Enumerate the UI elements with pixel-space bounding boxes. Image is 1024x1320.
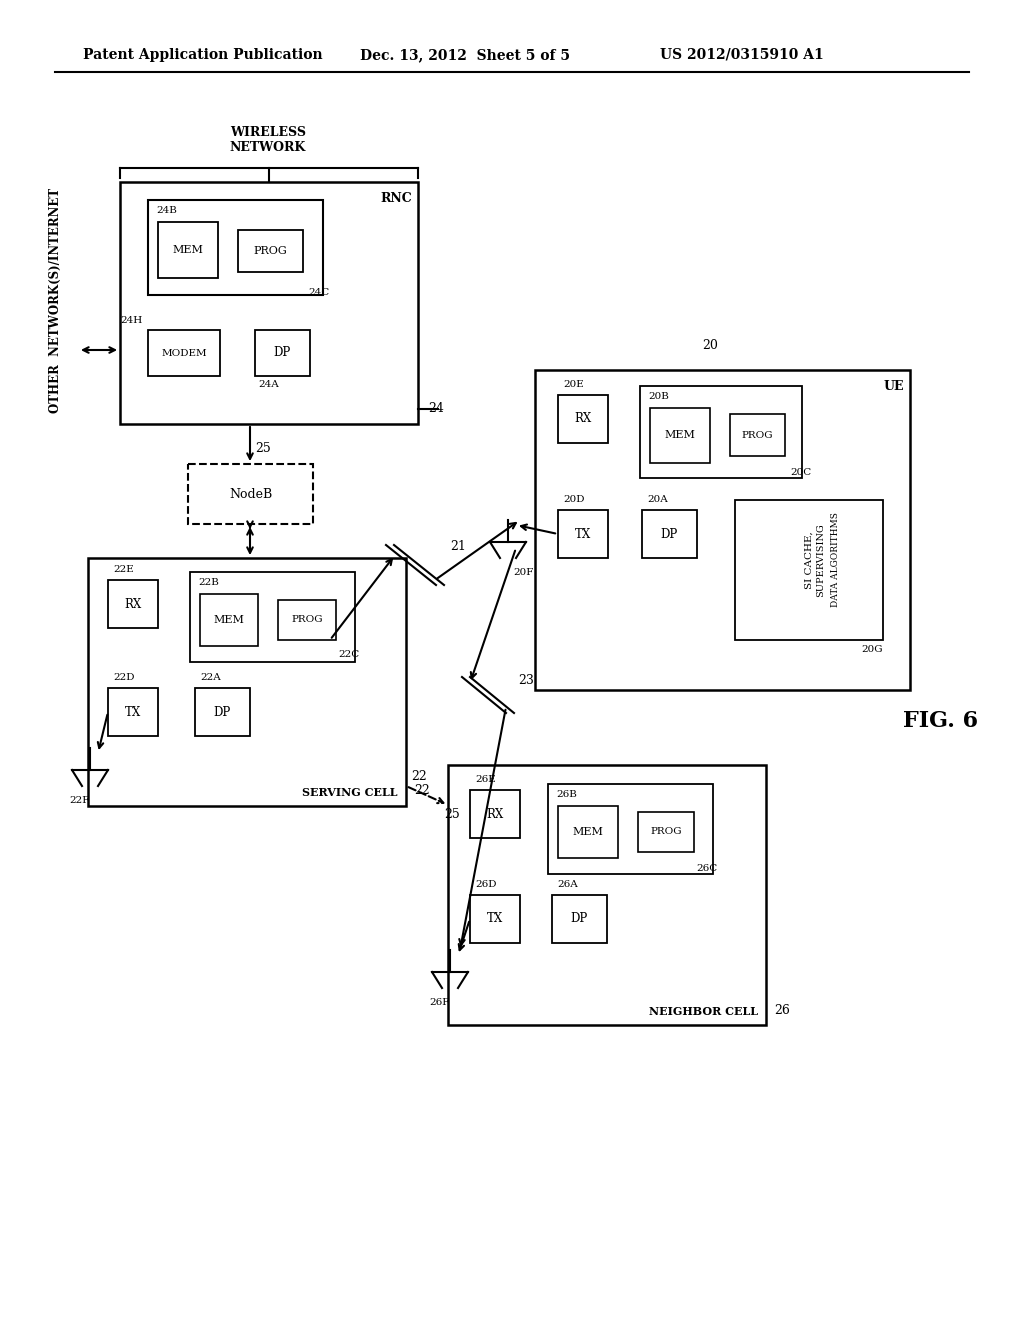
Bar	[638, 812, 694, 851]
Text: MEM: MEM	[665, 430, 695, 440]
Text: RX: RX	[124, 598, 141, 610]
Text: PROG: PROG	[650, 828, 682, 837]
Text: 24H: 24H	[121, 315, 143, 325]
Bar	[650, 408, 710, 463]
Bar	[552, 895, 607, 942]
Text: 20G: 20G	[861, 645, 883, 653]
Text: SUPERVISING: SUPERVISING	[816, 523, 825, 597]
Text: DP: DP	[660, 528, 678, 540]
Text: 20: 20	[702, 339, 719, 352]
Text: 20F: 20F	[513, 568, 534, 577]
Bar	[200, 594, 258, 645]
Text: 26B: 26B	[556, 789, 577, 799]
Text: 21: 21	[450, 540, 466, 553]
Bar	[120, 182, 418, 424]
Bar	[730, 414, 785, 455]
Text: Dec. 13, 2012  Sheet 5 of 5: Dec. 13, 2012 Sheet 5 of 5	[360, 48, 570, 62]
Text: 20D: 20D	[563, 495, 585, 504]
Text: 26C: 26C	[696, 865, 717, 873]
Bar	[188, 465, 313, 524]
Bar	[108, 688, 158, 737]
Bar	[470, 895, 520, 942]
Text: PROG: PROG	[291, 615, 323, 624]
Bar	[278, 601, 336, 640]
Text: DP: DP	[213, 705, 230, 718]
Bar	[148, 330, 220, 376]
Bar	[735, 500, 883, 640]
Text: 22C: 22C	[338, 649, 359, 659]
Text: 22: 22	[411, 770, 427, 783]
Text: PROG: PROG	[741, 430, 773, 440]
Bar	[108, 579, 158, 628]
Text: 25: 25	[255, 441, 270, 454]
Text: DP: DP	[570, 912, 588, 925]
Bar	[88, 558, 406, 807]
Text: NEIGHBOR CELL: NEIGHBOR CELL	[649, 1006, 758, 1016]
Bar	[558, 510, 608, 558]
Bar	[535, 370, 910, 690]
Text: TX: TX	[125, 705, 141, 718]
Bar	[238, 230, 303, 272]
Bar	[148, 201, 323, 294]
Text: US 2012/0315910 A1: US 2012/0315910 A1	[660, 48, 823, 62]
Text: 26D: 26D	[475, 880, 497, 888]
Text: 22D: 22D	[113, 673, 134, 682]
Text: RX: RX	[574, 412, 592, 425]
Text: 26E: 26E	[475, 775, 496, 784]
Text: UE: UE	[884, 380, 904, 393]
Text: DP: DP	[273, 346, 291, 359]
Text: 20E: 20E	[563, 380, 584, 389]
Text: 24C: 24C	[308, 288, 330, 297]
Text: 20B: 20B	[648, 392, 669, 401]
Bar	[558, 807, 618, 858]
Text: 22E: 22E	[113, 565, 134, 574]
Bar	[190, 572, 355, 663]
Text: 24A: 24A	[258, 380, 279, 389]
Text: 20A: 20A	[647, 495, 668, 504]
Text: TX: TX	[574, 528, 591, 540]
Text: DATA ALGORITHMS: DATA ALGORITHMS	[830, 512, 840, 607]
Text: MODEM: MODEM	[161, 348, 207, 358]
Text: 22B: 22B	[198, 578, 219, 587]
Text: MEM: MEM	[173, 246, 204, 255]
Bar	[548, 784, 713, 874]
Text: MEM: MEM	[572, 828, 603, 837]
Text: 23: 23	[518, 673, 534, 686]
Text: 26F: 26F	[430, 998, 451, 1007]
Bar	[255, 330, 310, 376]
Bar	[449, 766, 766, 1026]
Text: 22A: 22A	[200, 673, 221, 682]
Text: TX: TX	[486, 912, 503, 925]
Bar	[642, 510, 697, 558]
Bar	[195, 688, 250, 737]
Text: SERVING CELL: SERVING CELL	[302, 787, 398, 799]
Text: RNC: RNC	[380, 191, 412, 205]
Text: WIRELESS
NETWORK: WIRELESS NETWORK	[229, 125, 306, 154]
Text: 24B: 24B	[156, 206, 177, 215]
Text: Patent Application Publication: Patent Application Publication	[83, 48, 323, 62]
Text: 22F: 22F	[70, 796, 90, 805]
Text: MEM: MEM	[214, 615, 245, 624]
Text: SI CACHE,: SI CACHE,	[805, 531, 813, 589]
Text: 24: 24	[428, 403, 443, 416]
Text: 20C: 20C	[790, 469, 811, 477]
Text: 26A: 26A	[557, 880, 578, 888]
Text: RX: RX	[486, 808, 504, 821]
Text: OTHER  NETWORK(S)/INTERNET: OTHER NETWORK(S)/INTERNET	[48, 187, 61, 413]
Bar	[558, 395, 608, 444]
Text: PROG: PROG	[253, 246, 287, 256]
Bar	[158, 222, 218, 279]
Bar	[470, 789, 520, 838]
Text: 25: 25	[444, 808, 460, 821]
Text: FIG. 6: FIG. 6	[903, 710, 978, 733]
Text: NodeB: NodeB	[229, 487, 272, 500]
Text: 26: 26	[774, 1003, 790, 1016]
Bar	[640, 385, 802, 478]
Text: 22: 22	[414, 784, 430, 797]
